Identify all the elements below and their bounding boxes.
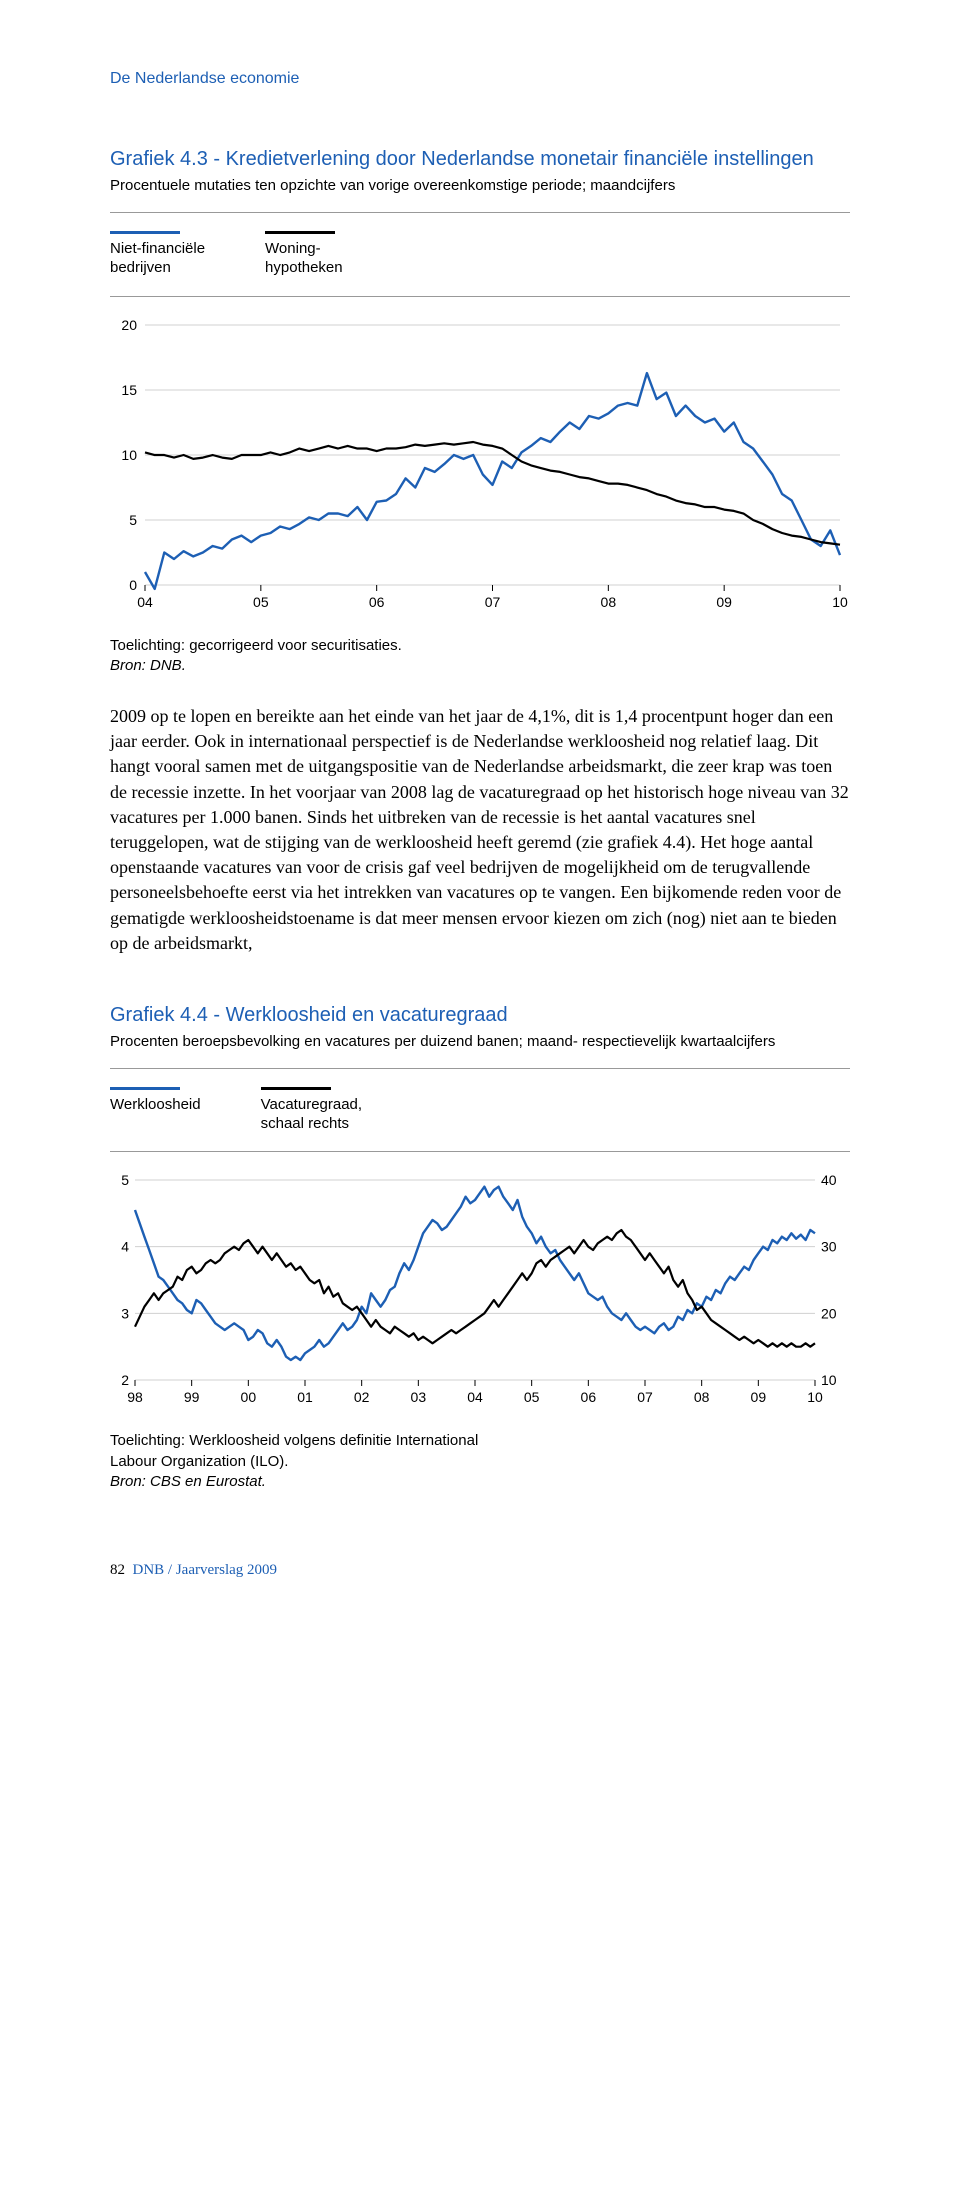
svg-text:05: 05 xyxy=(253,594,269,610)
svg-text:08: 08 xyxy=(601,594,617,610)
legend-swatch xyxy=(110,1087,180,1090)
legend-item: Vacaturegraad, schaal rechts xyxy=(261,1087,362,1134)
chart1-plot: 0510152004050607080910 xyxy=(110,315,850,615)
legend-item: Werkloosheid xyxy=(110,1087,201,1134)
chart2-note-text: Toelichting: Werkloosheid volgens defini… xyxy=(110,1432,478,1469)
svg-text:05: 05 xyxy=(524,1389,540,1405)
chart2-subtitle: Procenten beroepsbevolking en vacatures … xyxy=(110,1033,850,1050)
svg-text:5: 5 xyxy=(121,1172,129,1188)
chart1-subtitle: Procentuele mutaties ten opzichte van vo… xyxy=(110,177,850,194)
rule xyxy=(110,212,850,213)
svg-text:10: 10 xyxy=(832,594,848,610)
legend-label: Vacaturegraad, schaal rechts xyxy=(261,1096,362,1134)
legend-item: Niet-financiële bedrijven xyxy=(110,231,205,278)
svg-text:30: 30 xyxy=(821,1239,837,1255)
svg-text:3: 3 xyxy=(121,1306,129,1322)
svg-text:10: 10 xyxy=(807,1389,823,1405)
legend-swatch xyxy=(110,231,180,234)
svg-text:02: 02 xyxy=(354,1389,370,1405)
svg-text:04: 04 xyxy=(137,594,153,610)
svg-text:09: 09 xyxy=(716,594,732,610)
legend-swatch xyxy=(261,1087,331,1090)
footer-ref: DNB / Jaarverslag 2009 xyxy=(133,1562,278,1578)
svg-text:40: 40 xyxy=(821,1172,837,1188)
legend-label: Woning- hypotheken xyxy=(265,240,343,278)
chart-4-3-block: Grafiek 4.3 - Kredietverlening door Nede… xyxy=(110,148,850,676)
svg-text:00: 00 xyxy=(241,1389,257,1405)
chart1-title: Grafiek 4.3 - Kredietverlening door Nede… xyxy=(110,148,850,171)
svg-text:03: 03 xyxy=(411,1389,427,1405)
rule xyxy=(110,296,850,297)
legend-item: Woning- hypotheken xyxy=(265,231,343,278)
page-number: 82 xyxy=(110,1562,125,1578)
body-paragraph: 2009 op te lopen en bereikte aan het ein… xyxy=(110,704,850,956)
legend-label: Werkloosheid xyxy=(110,1096,201,1115)
chart2-plot: 2 10 3 20 4 30 5 40 98 99 00 01 02 03 04 05 06 07 08 09 10 xyxy=(110,1170,850,1410)
legend-label: Niet-financiële bedrijven xyxy=(110,240,205,278)
running-head: De Nederlandse economie xyxy=(110,70,850,88)
chart2-legend: Werkloosheid Vacaturegraad, schaal recht… xyxy=(110,1087,850,1134)
svg-text:04: 04 xyxy=(467,1389,483,1405)
svg-text:10: 10 xyxy=(121,447,137,463)
svg-text:2: 2 xyxy=(121,1372,129,1388)
svg-text:07: 07 xyxy=(485,594,501,610)
svg-text:08: 08 xyxy=(694,1389,710,1405)
chart1-note: Toelichting: gecorrigeerd voor securitis… xyxy=(110,636,850,677)
rule xyxy=(110,1068,850,1069)
svg-text:15: 15 xyxy=(121,382,137,398)
svg-text:0: 0 xyxy=(129,577,137,593)
svg-text:07: 07 xyxy=(637,1389,653,1405)
chart1-note-text: Toelichting: gecorrigeerd voor securitis… xyxy=(110,637,402,654)
chart1-legend: Niet-financiële bedrijven Woning- hypoth… xyxy=(110,231,850,278)
svg-text:06: 06 xyxy=(369,594,385,610)
chart2-title: Grafiek 4.4 - Werkloosheid en vacaturegr… xyxy=(110,1004,850,1027)
page-footer: 82 DNB / Jaarverslag 2009 xyxy=(110,1562,850,1579)
chart2-source: Bron: CBS en Eurostat. xyxy=(110,1473,266,1490)
svg-text:10: 10 xyxy=(821,1372,837,1388)
rule xyxy=(110,1151,850,1152)
svg-text:4: 4 xyxy=(121,1239,129,1255)
chart1-source: Bron: DNB. xyxy=(110,657,186,674)
chart2-note: Toelichting: Werkloosheid volgens defini… xyxy=(110,1431,850,1492)
svg-text:98: 98 xyxy=(127,1389,143,1405)
svg-text:5: 5 xyxy=(129,512,137,528)
svg-text:20: 20 xyxy=(121,317,137,333)
svg-text:20: 20 xyxy=(821,1306,837,1322)
legend-swatch xyxy=(265,231,335,234)
svg-text:06: 06 xyxy=(581,1389,597,1405)
chart-4-4-block: Grafiek 4.4 - Werkloosheid en vacaturegr… xyxy=(110,1004,850,1492)
svg-text:99: 99 xyxy=(184,1389,200,1405)
svg-text:09: 09 xyxy=(751,1389,767,1405)
svg-text:01: 01 xyxy=(297,1389,313,1405)
